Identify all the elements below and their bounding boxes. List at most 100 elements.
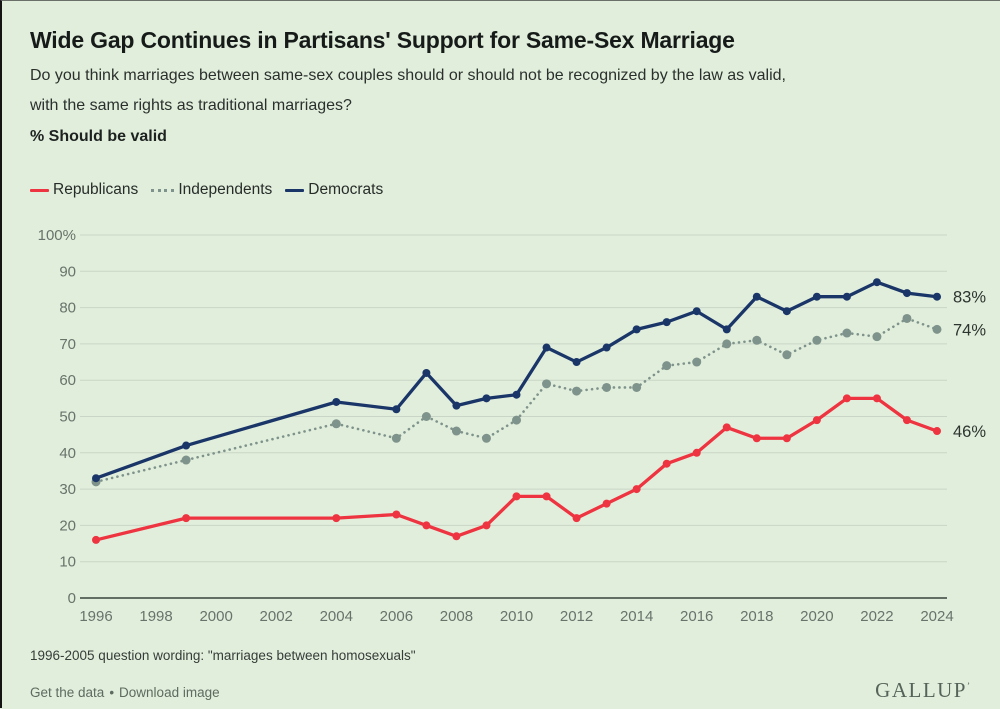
series-marker-democrats xyxy=(812,292,821,301)
survey-question: Do you think marriages between same-sex … xyxy=(30,61,786,121)
legend-item-democrats: Democrats xyxy=(285,181,383,199)
series-marker-republicans xyxy=(782,434,791,443)
x-tick-label: 2018 xyxy=(740,608,773,625)
series-marker-democrats xyxy=(872,278,881,287)
series-marker-democrats xyxy=(572,358,581,367)
footnote: 1996-2005 question wording: "marriages b… xyxy=(30,648,416,663)
series-marker-republicans xyxy=(92,535,100,544)
y-tick-label: 80 xyxy=(59,300,76,317)
metric-label: % Should be valid xyxy=(30,128,167,145)
series-marker-independents xyxy=(602,382,612,392)
series-marker-independents xyxy=(782,350,792,360)
series-marker-republicans xyxy=(722,423,731,432)
x-tick-label: 2006 xyxy=(380,608,413,625)
series-marker-independents xyxy=(932,324,942,334)
series-marker-democrats xyxy=(602,343,611,352)
series-marker-republicans xyxy=(632,485,641,494)
series-marker-democrats xyxy=(182,441,191,450)
y-tick-label: 30 xyxy=(59,481,76,498)
series-marker-republicans xyxy=(692,448,701,457)
series-marker-independents xyxy=(451,426,461,436)
series-marker-independents xyxy=(872,332,882,342)
series-marker-democrats xyxy=(422,368,431,377)
gallup-logo: GALLUPʼ xyxy=(875,678,970,702)
x-tick-label: 2016 xyxy=(680,608,713,625)
y-tick-label: 20 xyxy=(59,517,76,534)
series-marker-independents xyxy=(752,335,762,345)
series-marker-independents xyxy=(812,335,822,345)
series-marker-republicans xyxy=(422,521,431,530)
series-end-label-democrats: 83% xyxy=(953,289,986,307)
series-marker-independents xyxy=(902,313,912,323)
series-marker-republicans xyxy=(182,514,191,523)
independents-line-swatch xyxy=(151,188,175,192)
legend-label: Democrats xyxy=(308,181,384,198)
series-marker-democrats xyxy=(933,292,942,301)
series-marker-democrats xyxy=(902,289,911,298)
series-marker-democrats xyxy=(662,318,671,327)
chart-legend: Republicans Independents Democrats xyxy=(30,181,383,199)
series-marker-democrats xyxy=(452,401,461,410)
series-marker-democrats xyxy=(722,325,731,334)
series-marker-independents xyxy=(572,386,582,396)
series-marker-independents xyxy=(391,433,401,443)
series-marker-independents xyxy=(842,328,852,338)
democrats-line-swatch xyxy=(285,188,305,192)
series-marker-independents xyxy=(331,419,341,429)
series-marker-democrats xyxy=(782,307,791,316)
survey-question-line2: with the same rights as traditional marr… xyxy=(30,97,352,114)
legend-label: Republicans xyxy=(53,181,139,198)
y-tick-label: 70 xyxy=(59,336,76,353)
download-image-link[interactable]: Download image xyxy=(119,685,220,700)
survey-question-line1: Do you think marriages between same-sex … xyxy=(30,67,786,84)
x-tick-label: 2020 xyxy=(800,608,833,625)
x-tick-label: 2008 xyxy=(440,608,473,625)
series-marker-democrats xyxy=(752,292,761,301)
series-end-label-independents: 74% xyxy=(953,321,986,339)
series-marker-republicans xyxy=(842,394,851,403)
series-marker-republicans xyxy=(752,434,761,443)
series-marker-republicans xyxy=(662,459,671,468)
series-marker-independents xyxy=(421,412,431,421)
series-marker-republicans xyxy=(933,427,942,436)
series-marker-republicans xyxy=(332,514,341,523)
y-tick-label: 10 xyxy=(59,554,76,571)
series-marker-independents xyxy=(181,455,191,465)
series-line-republicans xyxy=(94,396,939,542)
series-marker-democrats xyxy=(482,394,491,403)
series-marker-republicans xyxy=(542,492,551,501)
series-marker-independents xyxy=(512,415,522,425)
series-marker-democrats xyxy=(632,325,641,334)
series-marker-republicans xyxy=(872,394,881,403)
x-tick-label: 1996 xyxy=(79,608,112,625)
series-line-democrats xyxy=(94,280,939,480)
page-title: Wide Gap Continues in Partisans' Support… xyxy=(30,27,735,54)
series-marker-democrats xyxy=(332,397,341,406)
series-marker-republicans xyxy=(602,499,611,508)
gallup-trademark: ʼ xyxy=(967,681,970,691)
x-tick-label: 2004 xyxy=(320,608,353,625)
series-marker-democrats xyxy=(92,474,100,483)
x-tick-label: 1998 xyxy=(139,608,172,625)
series-marker-democrats xyxy=(542,343,551,352)
y-tick-label: 50 xyxy=(59,409,76,426)
republicans-line-swatch xyxy=(30,188,49,192)
x-tick-label: 2000 xyxy=(199,608,232,625)
series-marker-republicans xyxy=(572,514,581,523)
footer-separator: • xyxy=(109,685,115,700)
series-end-label-republicans: 46% xyxy=(953,423,986,441)
series-marker-democrats xyxy=(512,390,521,399)
series-marker-independents xyxy=(722,339,732,349)
series-marker-independents xyxy=(632,382,642,392)
series-marker-republicans xyxy=(812,416,821,425)
legend-item-republicans: Republicans xyxy=(30,181,138,199)
series-marker-democrats xyxy=(692,307,701,316)
series-line-independents xyxy=(94,317,939,484)
series-marker-independents xyxy=(542,379,552,389)
series-marker-democrats xyxy=(392,405,401,414)
x-tick-label: 2022 xyxy=(860,608,893,625)
y-tick-label: 40 xyxy=(59,445,76,462)
get-the-data-link[interactable]: Get the data xyxy=(30,685,105,700)
y-tick-label: 60 xyxy=(59,372,76,389)
